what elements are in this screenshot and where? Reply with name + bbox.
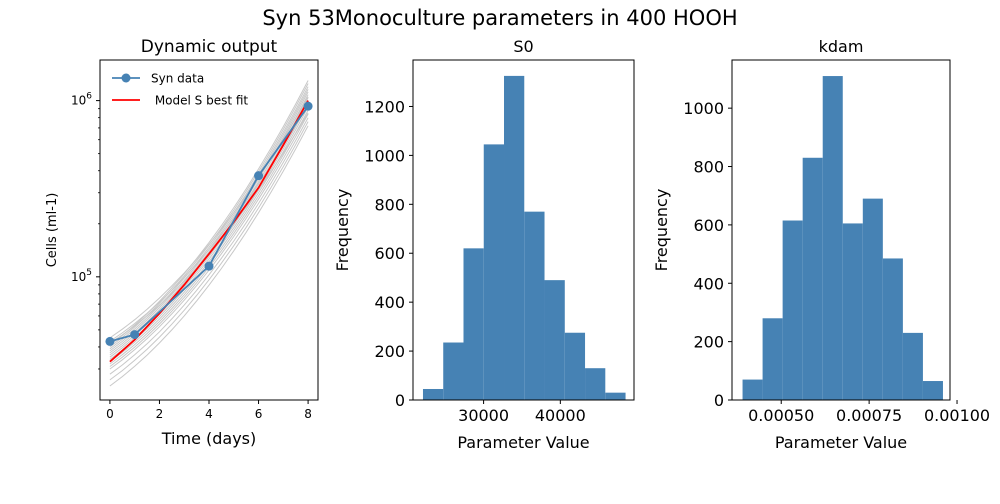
- x-axis-label: Parameter Value: [775, 433, 907, 452]
- x-tick-label: 0: [106, 407, 114, 421]
- y-tick-label: 0: [395, 391, 405, 410]
- y-axis-label: Frequency: [652, 189, 671, 272]
- y-tick-label: 106: [71, 92, 92, 108]
- x-tick-label: 4: [205, 407, 213, 421]
- histogram-bar: [585, 368, 606, 400]
- histogram-bar: [443, 342, 464, 400]
- legend: Syn data Model S best fit: [112, 72, 248, 108]
- y-tick-label: 400: [374, 293, 405, 312]
- histogram-bar: [762, 318, 783, 400]
- syn-data-point: [105, 336, 115, 346]
- ensemble-curve: [109, 91, 309, 354]
- histogram-bar: [782, 220, 803, 400]
- y-tick-label: 600: [374, 244, 405, 263]
- syn-data-point: [130, 330, 140, 340]
- histogram-bar: [742, 379, 763, 400]
- y-tick-label: 800: [374, 195, 405, 214]
- syn-data-point: [303, 101, 313, 111]
- histogram-bar: [802, 157, 823, 400]
- axes-title: S0: [513, 37, 533, 56]
- histogram-bar: [463, 248, 484, 400]
- x-tick-label: 0.00075: [836, 406, 902, 425]
- histogram-bar: [902, 332, 923, 400]
- histogram-bar: [524, 211, 545, 400]
- x-axis-label: Time (days): [161, 429, 257, 448]
- legend-label-syn-data: Syn data: [151, 72, 204, 86]
- model-fit-line: [109, 100, 309, 363]
- x-axis-label: Parameter Value: [457, 433, 589, 452]
- ensemble-curve: [109, 96, 309, 339]
- ensemble-curve: [109, 121, 309, 381]
- y-tick-label: 200: [374, 342, 405, 361]
- syn-data-point: [254, 171, 264, 181]
- y-tick-label: 105: [71, 268, 92, 284]
- x-tick-label: 2: [156, 407, 164, 421]
- axes-title: kdam: [819, 37, 864, 56]
- histogram-bar: [605, 392, 626, 400]
- ensemble-curve: [109, 125, 309, 387]
- y-tick-label: 200: [693, 333, 724, 352]
- x-tick-label: 30000: [458, 406, 509, 425]
- x-tick-label: 8: [304, 407, 312, 421]
- ensemble-curve: [109, 117, 309, 375]
- figure-title: Syn 53Monoculture parameters in 400 HOOH: [262, 6, 738, 30]
- histogram-bar: [882, 258, 903, 400]
- histogram-bar: [544, 280, 565, 400]
- legend-label-model-fit: Model S best fit: [151, 94, 248, 108]
- ensemble-curve: [109, 86, 309, 350]
- kdam-histogram: 0.00050 0.00075 0.00100 0 200 400 600 800 1000 kd…: [652, 37, 990, 452]
- ensemble-curve: [109, 80, 309, 346]
- dynamic-output-chart: 0 2 4 6 8 105 106 Dynamic output Time (days) Cell…: [45, 37, 313, 448]
- x-tick-label: 6: [255, 407, 263, 421]
- y-tick-label: 1000: [364, 146, 405, 165]
- ensemble-curve: [109, 97, 309, 358]
- histogram-bar: [922, 381, 943, 400]
- histogram-bar: [862, 198, 883, 400]
- histogram-bar: [422, 388, 444, 400]
- x-tick-label: 40000: [535, 406, 586, 425]
- y-tick-label: 800: [693, 158, 724, 177]
- y-tick-label: 600: [693, 216, 724, 235]
- syn-data-point: [204, 261, 214, 271]
- y-axis-label: Cells (ml-1): [45, 193, 60, 268]
- y-tick-label: 400: [693, 274, 724, 293]
- ensemble-curves: [109, 80, 309, 387]
- ensemble-curve: [109, 83, 309, 348]
- histogram-bar: [564, 332, 586, 400]
- histogram-bar: [483, 144, 505, 400]
- ensemble-curve: [109, 89, 309, 352]
- legend-marker-syn-data: [121, 73, 131, 83]
- axes-frame-2: [412, 59, 635, 401]
- y-tick-label: 1000: [683, 99, 724, 118]
- histogram-bar: [842, 223, 863, 400]
- y-axis-label: Frequency: [333, 189, 352, 272]
- x-tick-label: 0.00050: [748, 406, 814, 425]
- S0-histogram: 30000 40000 0 200 400 600 800 1000 1200 S0 Paramet…: [333, 37, 626, 452]
- axes-frame-1: [99, 59, 319, 401]
- x-tick-label: 0.00100: [924, 406, 990, 425]
- histogram-bar: [822, 76, 843, 400]
- y-tick-label: 0: [714, 391, 724, 410]
- y-tick-label: 1200: [364, 97, 405, 116]
- axes-frame-3: [731, 59, 951, 401]
- histogram-bar: [504, 75, 525, 400]
- axes-title: Dynamic output: [141, 37, 278, 57]
